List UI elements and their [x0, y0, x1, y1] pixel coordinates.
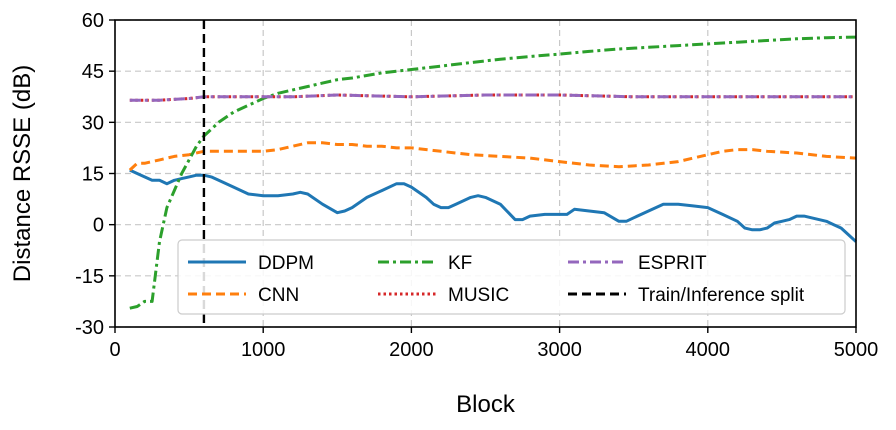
y-tick-label: 0 [93, 215, 104, 237]
y-tick-label: 30 [82, 112, 104, 134]
x-axis-label: Block [456, 391, 516, 418]
legend-label-music: MUSIC [448, 285, 509, 306]
series-line-kf [129, 35, 857, 310]
y-tick-label: 15 [82, 164, 104, 186]
series-lines [128, 35, 858, 310]
y-tick-label: 45 [82, 61, 104, 83]
x-tick-label: 1000 [241, 339, 286, 361]
series-line-cnn [128, 141, 857, 172]
y-axis-label: Distance RSSE (dB) [9, 65, 36, 282]
legend: DDPM CNN KF MUSIC ESPRIT Train/Inference spli… [177, 239, 846, 315]
legend-label-esprit: ESPRIT [638, 253, 707, 274]
legend-label-ddpm: DDPM [258, 253, 314, 274]
series-line-esprit [129, 93, 856, 102]
axis-ticks: 0 1000 2000 3000 4000 5000 -30 -15 0 15 30 45 60 [75, 10, 878, 361]
x-tick-label: 4000 [686, 339, 731, 361]
x-tick-label: 2000 [389, 339, 434, 361]
series-line-ddpm [129, 168, 858, 243]
y-tick-label: 60 [82, 10, 104, 32]
x-tick-label: 5000 [834, 339, 879, 361]
x-tick-label: 0 [109, 339, 120, 361]
x-tick-label: 3000 [537, 339, 582, 361]
legend-label-cnn: CNN [258, 285, 299, 306]
legend-label-train-inference-split: Train/Inference split [638, 285, 805, 306]
legend-label-kf: KF [448, 253, 472, 274]
y-tick-label: -15 [75, 266, 104, 288]
legend-box [177, 239, 846, 315]
y-tick-label: -30 [75, 317, 104, 339]
